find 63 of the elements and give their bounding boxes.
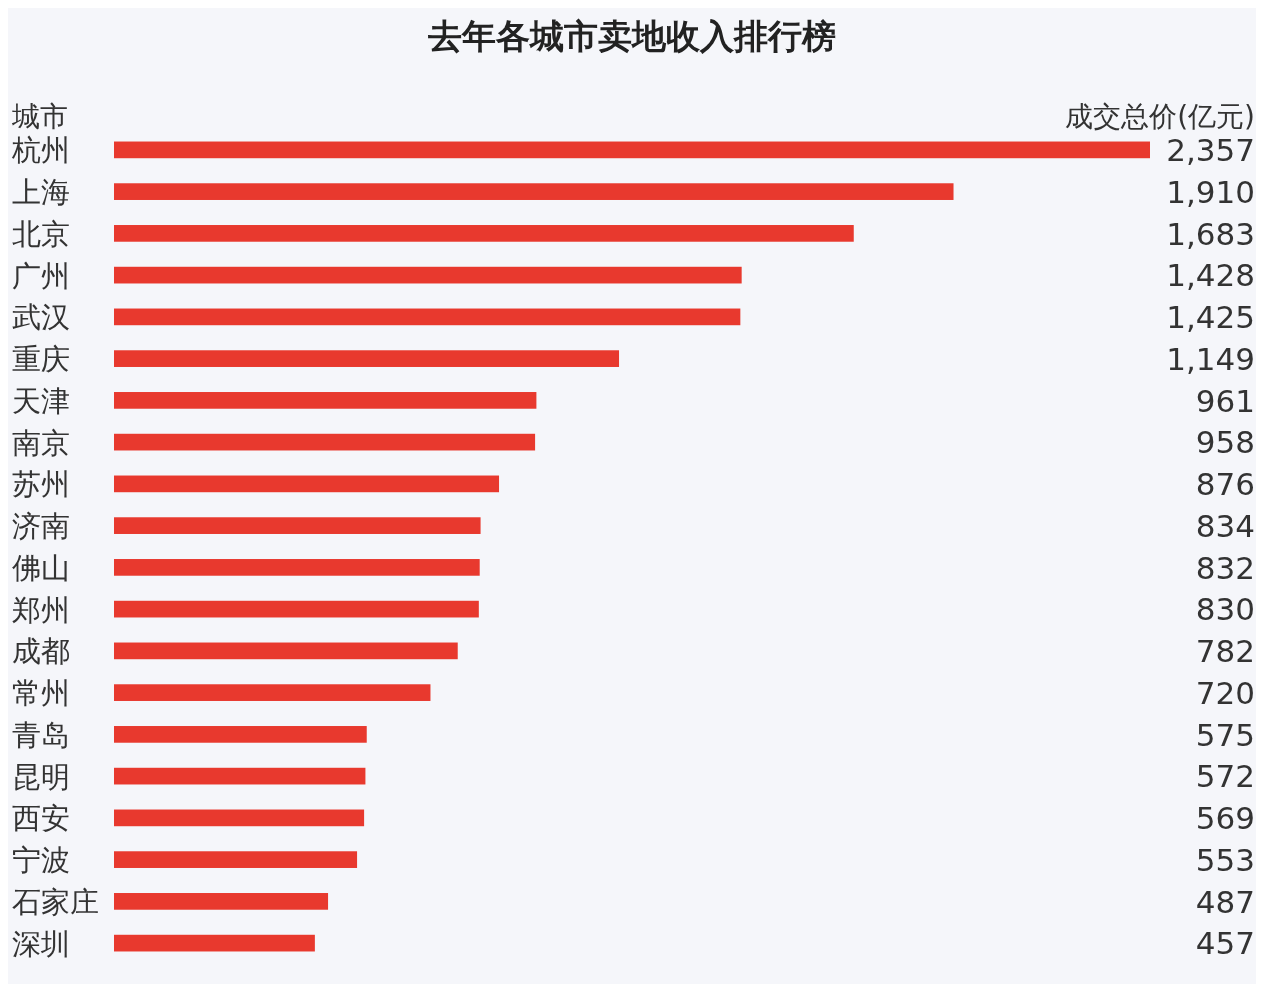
data-label: 1,425: [1166, 299, 1255, 336]
y-tick-label: 常州: [12, 676, 70, 711]
bar: [114, 392, 537, 409]
bar: [114, 809, 365, 827]
data-label: 572: [1195, 758, 1255, 795]
data-label: 2,357: [1166, 132, 1255, 169]
data-label: 876: [1195, 466, 1255, 503]
y-tick-label: 郑州: [12, 592, 70, 627]
data-label: 1,683: [1166, 215, 1255, 252]
bar: [114, 934, 315, 952]
data-label: 830: [1195, 591, 1255, 628]
bar: [114, 726, 367, 743]
bar: [114, 767, 366, 785]
y-axis-title: 城市: [11, 100, 68, 133]
y-tick-label: 天津: [12, 383, 70, 418]
y-tick-label: 青岛: [12, 717, 70, 752]
bar: [114, 600, 479, 618]
data-label: 720: [1195, 674, 1255, 711]
y-tick-label: 杭州: [11, 133, 70, 168]
y-tick-label: 佛山: [12, 550, 70, 585]
bar: [114, 684, 431, 701]
y-tick-label: 西安: [12, 801, 70, 836]
bar: [114, 308, 741, 326]
y-tick-label: 上海: [12, 175, 70, 210]
y-tick-label: 石家庄: [12, 884, 99, 919]
y-tick-label: 苏州: [12, 467, 70, 502]
bar: [114, 559, 480, 576]
chart-title: 去年各城市卖地收入排行榜: [427, 16, 836, 56]
y-tick-label: 北京: [12, 216, 70, 251]
y-tick-label: 昆明: [12, 759, 70, 794]
bar: [114, 225, 854, 242]
bar: [114, 141, 1150, 159]
data-label: 553: [1195, 841, 1255, 878]
bar: [114, 266, 742, 284]
y-tick-label: 成都: [12, 634, 70, 669]
data-label: 834: [1195, 507, 1255, 544]
y-tick-label: 武汉: [12, 300, 70, 335]
bar: [114, 350, 620, 367]
y-tick-label: 深圳: [12, 926, 70, 961]
y-tick-label: 广州: [12, 258, 70, 293]
y-tick-label: 宁波: [12, 843, 70, 878]
bar: [114, 183, 954, 200]
data-label: 457: [1195, 925, 1255, 962]
x-axis-title: 成交总价(亿元): [1065, 100, 1255, 133]
y-tick-label: 南京: [12, 425, 70, 460]
data-label: 961: [1195, 382, 1255, 419]
bar: [114, 517, 481, 534]
data-label: 1,428: [1166, 257, 1255, 294]
bar: [114, 893, 329, 910]
data-label: 575: [1195, 716, 1255, 753]
data-label: 569: [1195, 800, 1255, 837]
bar: [114, 642, 458, 660]
bar: [114, 851, 358, 868]
data-label: 487: [1195, 883, 1255, 920]
data-label: 782: [1195, 633, 1255, 670]
bar: [114, 433, 536, 451]
data-label: 832: [1195, 549, 1255, 586]
bar: [114, 475, 500, 493]
y-tick-label: 重庆: [12, 342, 70, 377]
y-tick-label: 济南: [12, 509, 70, 544]
data-label: 958: [1195, 424, 1255, 461]
data-label: 1,910: [1166, 173, 1255, 210]
data-label: 1,149: [1166, 340, 1255, 377]
